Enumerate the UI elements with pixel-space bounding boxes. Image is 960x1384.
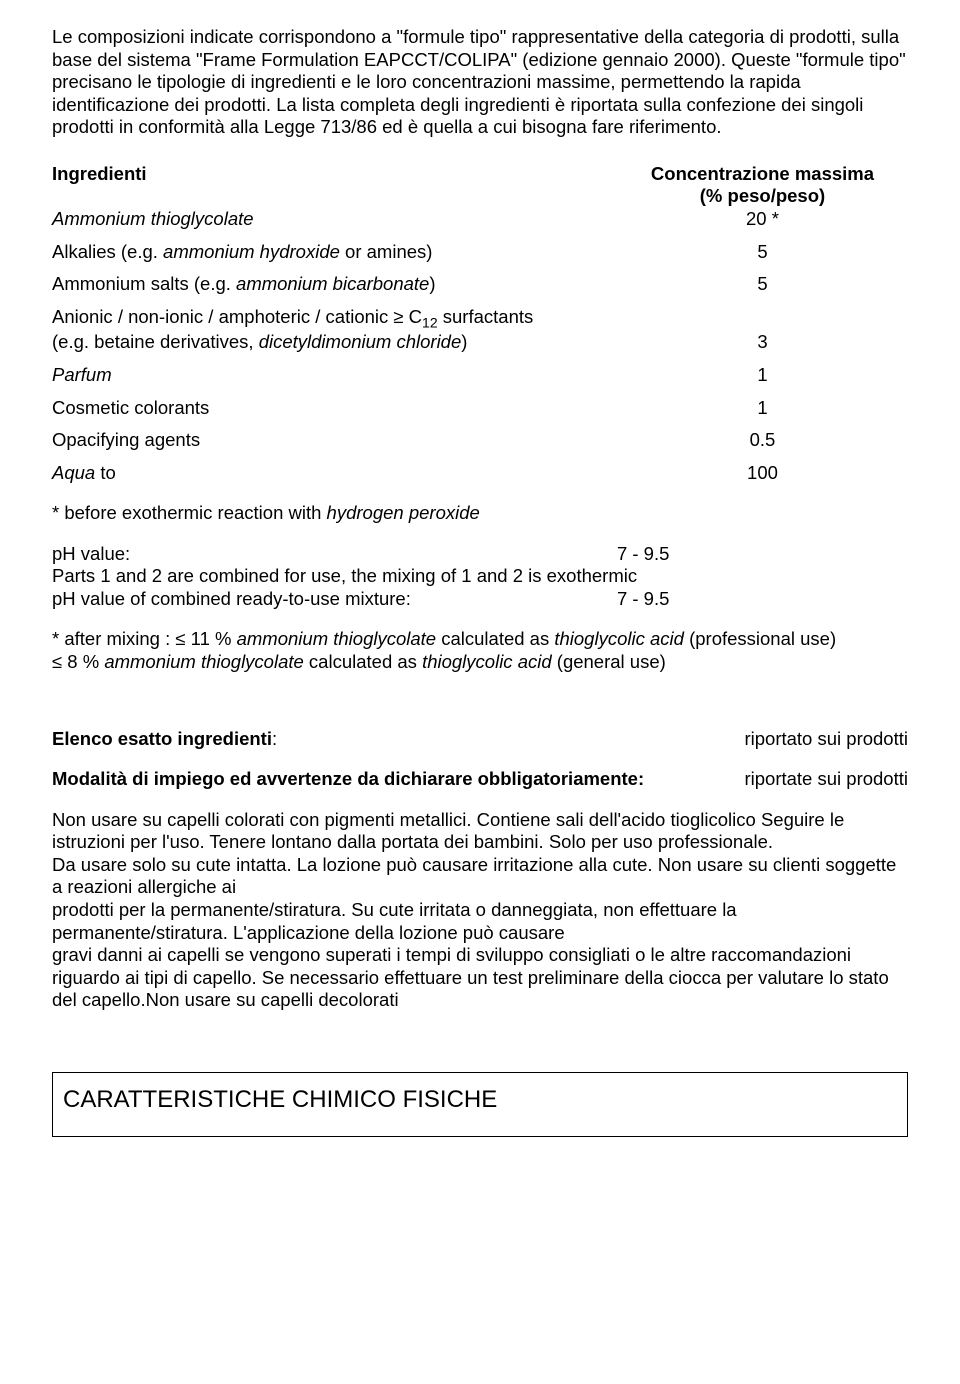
after-mixing-note: * after mixing : ≤ 11 % ammonium thiogly… xyxy=(52,628,908,673)
ingredient-name: Parfum xyxy=(52,364,617,387)
ingredient-value: 5 xyxy=(617,241,908,264)
elenco-row: Elenco esatto ingredienti: riportato sui… xyxy=(52,728,908,751)
ingredients-table: Ingredienti Concentrazione massima (% pe… xyxy=(52,163,908,484)
document-page: Le composizioni indicate corrispondono a… xyxy=(0,0,960,1177)
section-box: CARATTERISTICHE CHIMICO FISICHE xyxy=(52,1072,908,1137)
ph-value: 7 - 9.5 xyxy=(617,588,908,611)
ingredient-name: Opacifying agents xyxy=(52,429,617,452)
elenco-value: riportato sui prodotti xyxy=(744,728,908,751)
table-row: Cosmetic colorants 1 xyxy=(52,397,908,420)
ph-label: pH value of combined ready-to-use mixtur… xyxy=(52,588,617,611)
modalita-row: Modalità di impiego ed avvertenze da dic… xyxy=(52,768,908,791)
table-row: Parfum 1 xyxy=(52,364,908,387)
modalita-label: Modalità di impiego ed avvertenze da dic… xyxy=(52,768,644,791)
footnote-exothermic: * before exothermic reaction with hydrog… xyxy=(52,502,908,525)
header-ingredients: Ingredienti xyxy=(52,163,617,208)
ph-label: pH value: xyxy=(52,543,617,566)
ingredient-name: Anionic / non-ionic / amphoteric / catio… xyxy=(52,306,617,354)
ingredient-name: Alkalies (e.g. ammonium hydroxide or ami… xyxy=(52,241,617,264)
ingredient-name: Aqua to xyxy=(52,462,617,485)
ingredient-name: Cosmetic colorants xyxy=(52,397,617,420)
ph-mix-note: Parts 1 and 2 are combined for use, the … xyxy=(52,565,908,588)
ingredient-value: 100 xyxy=(617,462,908,485)
table-row: Opacifying agents 0.5 xyxy=(52,429,908,452)
modalita-value: riportate sui prodotti xyxy=(744,768,908,791)
table-row: Ammonium salts (e.g. ammonium bicarbonat… xyxy=(52,273,908,296)
table-row: Alkalies (e.g. ammonium hydroxide or ami… xyxy=(52,241,908,264)
table-row: Aqua to 100 xyxy=(52,462,908,485)
table-row: Anionic / non-ionic / amphoteric / catio… xyxy=(52,306,908,354)
ingredient-name: Ammonium salts (e.g. ammonium bicarbonat… xyxy=(52,273,617,296)
intro-paragraph: Le composizioni indicate corrispondono a… xyxy=(52,26,908,139)
ingredient-value: 5 xyxy=(617,273,908,296)
header-conc-line2: (% peso/peso) xyxy=(617,185,908,208)
ingredient-value: 1 xyxy=(617,364,908,387)
ingredient-value: 20 * xyxy=(617,208,908,231)
ingredient-value: 1 xyxy=(617,397,908,420)
ingredient-value: 0.5 xyxy=(617,429,908,452)
ph-value: 7 - 9.5 xyxy=(617,543,908,566)
table-row: Ammonium thioglycolate 20 * xyxy=(52,208,908,231)
box-title: CARATTERISTICHE CHIMICO FISICHE xyxy=(63,1086,497,1113)
header-concentration: Concentrazione massima (% peso/peso) xyxy=(617,163,908,208)
ingredient-value: 3 xyxy=(617,306,908,354)
elenco-label: Elenco esatto ingredienti xyxy=(52,728,272,749)
ph-table: pH value: 7 - 9.5 Parts 1 and 2 are comb… xyxy=(52,543,908,611)
ingredient-name: Ammonium thioglycolate xyxy=(52,208,617,231)
warnings-paragraph: Non usare su capelli colorati con pigmen… xyxy=(52,809,908,1012)
header-conc-line1: Concentrazione massima xyxy=(617,163,908,186)
